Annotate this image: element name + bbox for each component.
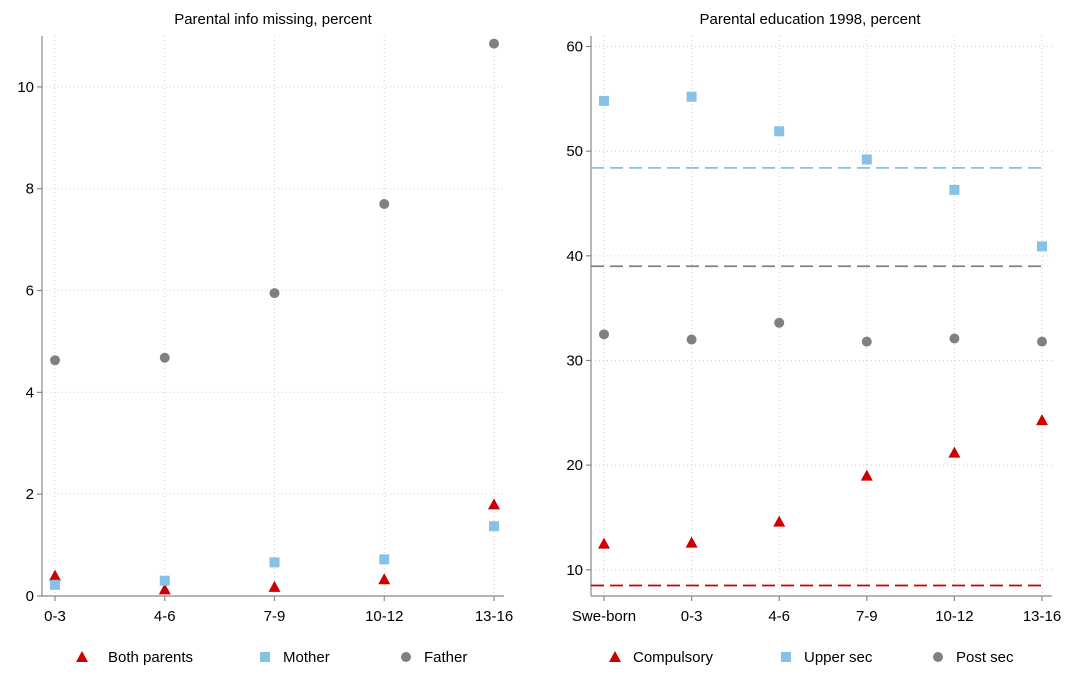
right-data-points (598, 91, 1048, 549)
left-mother-point (50, 579, 60, 590)
right-x-tick-label: 7-9 (856, 608, 878, 625)
left-mother-point (159, 575, 170, 586)
right-upper-sec-point (599, 95, 609, 106)
right-y-tick-label: 20 (566, 457, 583, 474)
left-both-parents-point (158, 583, 171, 595)
left-mother-point (379, 554, 390, 565)
left-father-point (379, 199, 390, 209)
right-post-sec-point (861, 336, 872, 347)
right-legend-post-sec-marker (933, 652, 943, 662)
right-y-tick-label: 40 (566, 248, 583, 265)
right-upper-sec-point (861, 154, 872, 165)
right-post-sec-point (949, 333, 960, 344)
left-both-parents-point (268, 580, 281, 592)
left-chart-panel: Parental info missing, percent 0 2 4 6 8 10 0… (17, 11, 513, 666)
left-y-tick-label: 8 (26, 181, 34, 198)
left-x-tick-label: 10-12 (365, 608, 403, 625)
left-x-ticks: 0-3 4-6 7-9 10-12 13-16 (44, 596, 513, 625)
right-reference-lines (591, 166, 1044, 587)
right-compulsory-point (860, 469, 873, 481)
right-compulsory-point (773, 515, 786, 527)
right-compulsory-point (598, 537, 610, 549)
right-post-sec-point (1037, 336, 1047, 347)
right-legend-compulsory-label: Compulsory (633, 649, 714, 666)
right-upper-sec-point (949, 184, 960, 195)
left-father-point (269, 288, 280, 299)
left-mother-point (489, 521, 499, 532)
left-y-tick-label: 2 (26, 486, 34, 503)
right-post-sec-point (686, 334, 697, 345)
left-legend-mother-marker (260, 652, 270, 662)
left-y-tick-label: 6 (26, 283, 34, 300)
right-chart-title: Parental education 1998, percent (700, 11, 922, 28)
right-x-tick-label: 13-16 (1023, 608, 1061, 625)
right-legend-post-sec-label: Post sec (956, 649, 1014, 666)
left-father-point (50, 355, 60, 366)
left-data-points (49, 38, 500, 595)
right-y-ticks: 10 20 30 40 50 60 (566, 38, 591, 579)
left-y-tick-label: 10 (17, 79, 34, 96)
left-both-parents-point (49, 569, 61, 581)
right-upper-sec-point (1037, 241, 1047, 252)
right-legend: Compulsory Upper sec Post sec (609, 649, 1014, 666)
right-post-sec-point (774, 317, 785, 328)
right-y-tick-label: 10 (566, 562, 583, 579)
right-legend-upper-sec-label: Upper sec (804, 649, 873, 666)
right-post-sec-point (599, 329, 609, 340)
left-father-point (489, 38, 499, 49)
left-x-tick-label: 7-9 (264, 608, 286, 625)
right-compulsory-point (948, 446, 961, 458)
right-chart-panel: Parental education 1998, percent 10 20 30 4… (566, 11, 1061, 666)
left-chart-title: Parental info missing, percent (174, 11, 372, 28)
left-legend-father-label: Father (424, 649, 467, 666)
right-grid (591, 36, 1052, 596)
right-x-tick-label: Swe-born (572, 608, 636, 625)
right-compulsory-point (1036, 414, 1048, 426)
left-legend-mother-label: Mother (283, 649, 330, 666)
left-y-ticks: 0 2 4 6 8 10 (17, 79, 42, 605)
left-father-point (159, 352, 170, 363)
left-x-tick-label: 4-6 (154, 608, 176, 625)
left-both-parents-point (488, 498, 500, 510)
right-upper-sec-point (774, 126, 785, 137)
right-x-tick-label: 10-12 (935, 608, 973, 625)
left-mother-point (269, 557, 280, 568)
left-x-tick-label: 0-3 (44, 608, 66, 625)
right-legend-compulsory-marker (609, 651, 621, 662)
right-y-tick-label: 50 (566, 143, 583, 160)
left-y-tick-label: 4 (26, 384, 34, 401)
left-legend: Both parents Mother Father (76, 649, 467, 666)
right-x-ticks: Swe-born 0-3 4-6 7-9 10-12 13-16 (572, 596, 1061, 625)
left-x-tick-label: 13-16 (475, 608, 513, 625)
right-upper-sec-point (686, 91, 697, 102)
left-both-parents-point (378, 573, 391, 585)
right-y-tick-label: 60 (566, 38, 583, 55)
right-y-tick-label: 30 (566, 352, 583, 369)
right-legend-upper-sec-marker (781, 652, 791, 662)
left-y-tick-label: 0 (26, 588, 34, 605)
left-legend-both-parents-marker (76, 651, 88, 662)
right-x-tick-label: 0-3 (681, 608, 703, 625)
left-legend-both-parents-label: Both parents (108, 649, 193, 666)
left-legend-father-marker (401, 652, 411, 662)
left-grid (42, 36, 504, 597)
right-x-tick-label: 4-6 (768, 608, 790, 625)
right-compulsory-point (685, 536, 698, 548)
